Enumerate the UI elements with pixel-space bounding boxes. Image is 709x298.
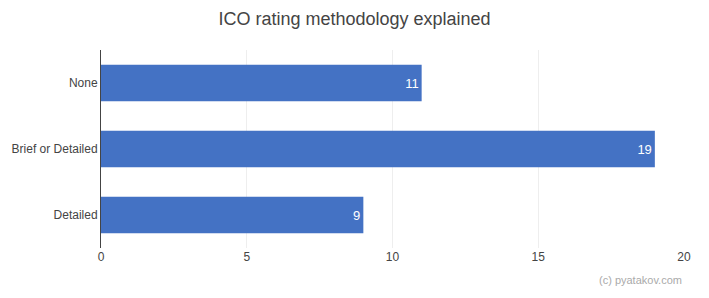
svg-text:Detailed: Detailed — [54, 208, 98, 222]
svg-text:ICO rating methodology explain: ICO rating methodology explained — [218, 9, 490, 29]
svg-text:15: 15 — [532, 250, 546, 264]
svg-text:None: None — [69, 76, 98, 90]
svg-text:11: 11 — [405, 76, 419, 91]
svg-text:5: 5 — [243, 250, 250, 264]
svg-text:Brief or Detailed: Brief or Detailed — [12, 142, 98, 156]
svg-text:9: 9 — [353, 208, 360, 223]
svg-text:20: 20 — [677, 250, 691, 264]
svg-text:0: 0 — [98, 250, 105, 264]
svg-text:19: 19 — [637, 142, 651, 157]
svg-text:10: 10 — [386, 250, 400, 264]
svg-text:(c) pyatakov.com: (c) pyatakov.com — [599, 274, 682, 286]
